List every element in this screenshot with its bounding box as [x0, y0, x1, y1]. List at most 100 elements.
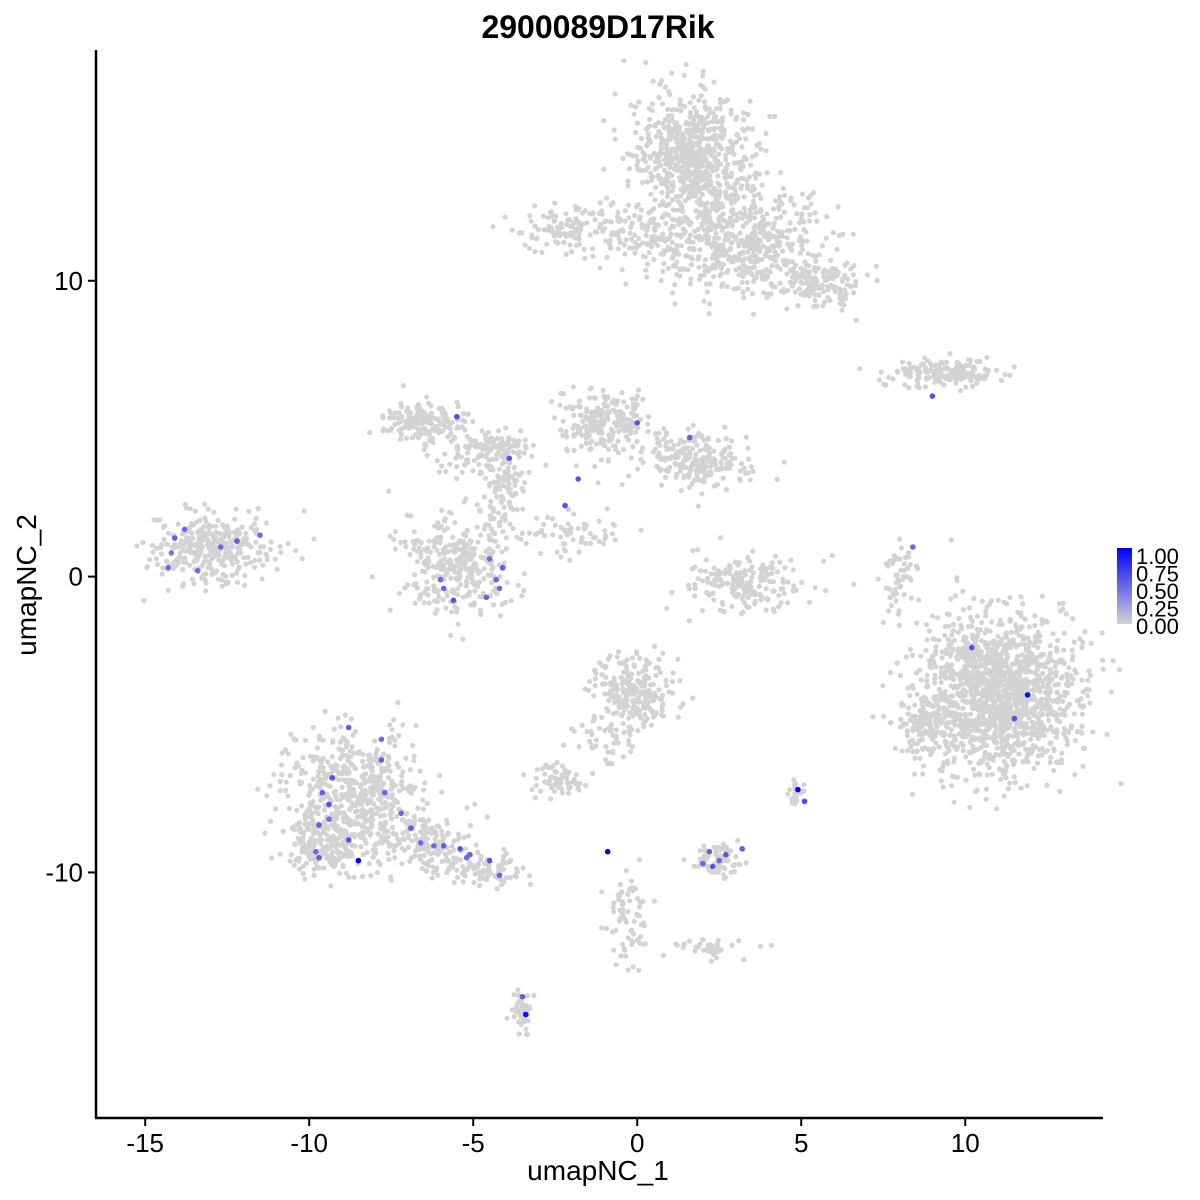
- cell-point: [688, 255, 694, 261]
- cell-point: [591, 427, 597, 433]
- cell-point: [751, 601, 758, 607]
- cell-point: [695, 256, 701, 262]
- cell-point: [619, 481, 625, 488]
- cell-point: [441, 556, 447, 562]
- cell-point: [716, 216, 722, 222]
- cell-point: [757, 269, 763, 276]
- cell-point: [747, 240, 753, 246]
- cell-point: [478, 532, 484, 538]
- cell-point: [688, 262, 695, 268]
- cell-point: [1005, 786, 1011, 792]
- cell-point: [924, 637, 930, 643]
- cell-point: [1023, 700, 1029, 707]
- cell-point: [893, 598, 899, 604]
- cell-point: [705, 143, 711, 149]
- cell-point: [492, 538, 498, 544]
- cell-point: [903, 371, 909, 377]
- cell-point: [492, 489, 498, 495]
- cell-point: [601, 419, 607, 425]
- cell-point: [1059, 674, 1065, 680]
- cell-point: [747, 162, 754, 168]
- cell-point: [947, 653, 954, 659]
- cell-point: [973, 683, 979, 690]
- cell-point: [1061, 630, 1067, 636]
- cell-point: [926, 658, 933, 664]
- cell-point: [776, 604, 782, 610]
- cell-point: [636, 99, 642, 105]
- cell-point: [737, 165, 743, 172]
- cell-point: [474, 524, 480, 530]
- cell-point: [975, 632, 981, 638]
- cell-point: [519, 593, 525, 599]
- cell-point: [998, 767, 1004, 773]
- cell-point: [1030, 742, 1036, 749]
- cell-point: [1079, 730, 1085, 736]
- cell-point: [519, 530, 525, 537]
- cell-point: [909, 791, 916, 798]
- cell-point: [672, 455, 678, 461]
- cell-point: [272, 556, 278, 562]
- cell-point: [645, 124, 652, 130]
- cell-point: [700, 124, 707, 130]
- cell-point: [878, 369, 885, 375]
- cell-point: [825, 294, 831, 300]
- cell-point: [820, 303, 826, 309]
- cell-point: [763, 607, 769, 613]
- cell-point: [421, 447, 427, 453]
- cell-point: [742, 572, 748, 578]
- cell-point: [448, 438, 454, 444]
- cell-point: [791, 270, 797, 276]
- cell-point: [708, 219, 714, 225]
- cell-point: [255, 506, 261, 512]
- cell-point: [797, 234, 804, 240]
- cell-point: [1018, 613, 1024, 619]
- cell-point: [465, 411, 471, 417]
- cell-point: [589, 409, 595, 415]
- cell-point: [189, 576, 195, 582]
- cell-point: [960, 747, 966, 754]
- cell-point: [664, 605, 670, 611]
- cell-point: [643, 267, 649, 273]
- cell-point: [967, 660, 973, 666]
- cell-point: [705, 208, 711, 214]
- cell-point: [723, 152, 729, 158]
- cell-point: [701, 172, 708, 178]
- cell-point: [713, 192, 719, 198]
- cell-point: [934, 362, 940, 368]
- cell-point: [700, 210, 707, 216]
- cell-point: [193, 549, 199, 555]
- cell-point: [1079, 711, 1085, 717]
- cell-point: [781, 209, 788, 215]
- cell-point: [790, 588, 796, 594]
- cell-point: [1010, 677, 1016, 683]
- cell-point: [793, 262, 799, 268]
- cell-point: [510, 525, 516, 532]
- cell-point: [807, 193, 814, 199]
- cell-point: [713, 230, 719, 236]
- cell-point: [924, 358, 931, 364]
- cell-point: [439, 507, 445, 513]
- cell-point: [967, 711, 974, 717]
- cell-point: [1066, 665, 1072, 671]
- cell-point: [516, 449, 522, 455]
- cell-point: [806, 218, 813, 224]
- cell-point: [994, 367, 1000, 373]
- cell-point: [984, 786, 990, 792]
- cell-point: [447, 432, 453, 438]
- cell-point: [715, 200, 721, 206]
- cell-point: [655, 222, 662, 228]
- cell-point: [155, 561, 161, 568]
- cell-point: [722, 455, 729, 461]
- cell-point: [777, 559, 783, 565]
- cell-point: [687, 100, 693, 106]
- cell-point: [842, 272, 848, 278]
- cell-point: [719, 599, 725, 605]
- cell-point: [237, 547, 243, 553]
- cell-point: [563, 251, 569, 257]
- cell-point: [443, 605, 449, 611]
- cell-point: [160, 565, 166, 571]
- cell-point: [792, 289, 798, 295]
- cell-point: [932, 374, 938, 380]
- cell-point: [568, 249, 575, 255]
- cell-point: [749, 271, 755, 277]
